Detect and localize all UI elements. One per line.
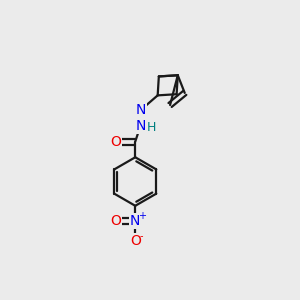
Text: N: N bbox=[135, 103, 146, 117]
Text: +: + bbox=[138, 211, 146, 221]
Text: O: O bbox=[130, 234, 141, 248]
Text: -: - bbox=[140, 231, 143, 241]
Text: N: N bbox=[130, 214, 140, 228]
Text: H: H bbox=[147, 122, 156, 134]
Text: N: N bbox=[135, 119, 146, 133]
Text: O: O bbox=[110, 214, 121, 228]
Text: O: O bbox=[110, 135, 121, 148]
